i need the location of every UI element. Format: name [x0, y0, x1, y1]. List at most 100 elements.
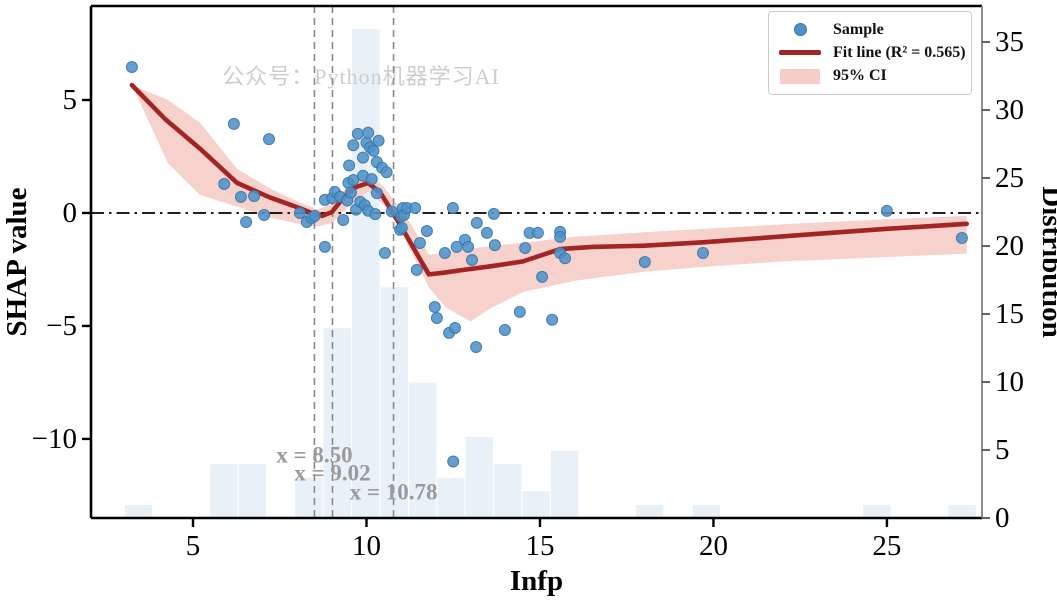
histogram-bar — [464, 435, 494, 519]
scatter-point — [559, 252, 571, 265]
histogram-bar — [237, 463, 268, 519]
scatter-point — [446, 202, 459, 214]
histogram-bar — [436, 476, 466, 519]
y-axis-title-left: SHAP value — [1, 187, 33, 336]
histogram-bar — [947, 503, 977, 519]
scatter-point — [263, 133, 275, 146]
scatter-point — [337, 214, 350, 226]
scatter-point — [470, 216, 483, 229]
x-tick-label: 5 — [186, 530, 201, 562]
scatter-layer — [125, 61, 968, 468]
scatter-point — [488, 239, 501, 252]
legend-item-fit-line: Fit line (R² = 0.565) — [777, 41, 966, 64]
histogram-bar — [209, 463, 239, 519]
sample-dot-icon — [777, 23, 823, 37]
y-tick-right-label: 30 — [995, 94, 1024, 126]
scatter-point — [462, 240, 475, 253]
histogram-bar — [691, 503, 722, 519]
scatter-point — [344, 186, 357, 199]
y-tick-right-label: 25 — [995, 162, 1024, 194]
scatter-point — [498, 324, 511, 336]
scatter-point — [308, 209, 321, 222]
histogram-bar — [634, 503, 665, 519]
scatter-point — [487, 207, 500, 220]
scatter-point — [369, 208, 382, 221]
scatter-point — [367, 144, 380, 157]
scatter-point — [519, 242, 532, 254]
scatter-point — [554, 230, 567, 243]
scatter-point — [880, 204, 893, 217]
y-tick-right-label: 35 — [995, 26, 1024, 58]
y-tick-right-label: 20 — [995, 230, 1024, 262]
scatter-point — [362, 126, 375, 139]
legend-ci-label: 95% CI — [833, 67, 887, 85]
histogram-bar — [123, 503, 154, 519]
scatter-point — [531, 226, 544, 239]
legend-sample-label: Sample — [833, 20, 884, 38]
scatter-point — [697, 247, 709, 259]
scatter-point — [351, 127, 364, 140]
scatter-point — [365, 173, 378, 186]
y-tick-right-label: 0 — [995, 502, 1010, 534]
legend-item-ci: 95% CI — [777, 65, 963, 88]
y-tick-right-label: 5 — [995, 434, 1010, 466]
scatter-point — [227, 117, 240, 130]
scatter-point — [378, 247, 391, 259]
scatter-point — [248, 190, 261, 202]
scatter-point — [536, 270, 549, 283]
histogram-bar — [408, 381, 438, 519]
scatter-point — [380, 166, 393, 179]
scatter-point — [480, 226, 493, 239]
x-tick-label: 10 — [352, 530, 381, 562]
y-axis-title-right: Distribution — [1036, 186, 1057, 337]
histogram-bar — [322, 327, 353, 519]
y-tick-right-label: 10 — [995, 366, 1024, 398]
scatter-point — [343, 159, 356, 172]
histogram-bar — [549, 449, 580, 519]
fit-line-icon — [777, 50, 823, 56]
y-tick-left-label: −5 — [46, 310, 77, 342]
scatter-point — [638, 256, 651, 268]
scatter-point — [240, 216, 253, 228]
scatter-point — [218, 178, 231, 190]
scatter-point — [318, 240, 331, 253]
histogram-bar — [351, 27, 381, 519]
scatter-point — [420, 225, 433, 237]
histogram-bar — [521, 490, 551, 519]
x-axis-title: Infp — [510, 565, 563, 597]
y-tick-left-label: 0 — [63, 197, 78, 229]
scatter-point — [438, 247, 451, 259]
scatter-point — [410, 263, 423, 276]
x-tick-label: 20 — [699, 530, 728, 562]
scatter-point — [347, 139, 360, 152]
scatter-point — [955, 232, 968, 244]
scatter-point — [447, 455, 460, 468]
scatter-point — [395, 221, 408, 234]
histogram-bar — [294, 476, 324, 519]
scatter-point — [370, 187, 383, 200]
scatter-point — [546, 313, 559, 326]
ci-patch-icon — [777, 68, 823, 84]
scatter-point — [466, 254, 478, 266]
watermark: 公众号：Python机器学习AI — [222, 64, 500, 89]
scatter-point — [357, 151, 369, 164]
scatter-point — [293, 207, 306, 219]
scatter-point — [385, 205, 398, 218]
scatter-point — [428, 301, 441, 313]
histogram-bar — [862, 503, 892, 519]
histogram-bar — [493, 463, 523, 519]
scatter-point — [413, 237, 426, 249]
scatter-point — [125, 61, 138, 73]
threshold-label: x = 10.78 — [350, 480, 438, 505]
confidence-band — [131, 85, 967, 322]
scatter-point — [513, 305, 526, 318]
scatter-point — [258, 209, 271, 221]
scatter-point — [234, 190, 247, 203]
legend-item-sample: Sample — [777, 18, 963, 41]
threshold-label: x = 8.50 — [276, 442, 352, 467]
y-tick-left-label: −10 — [32, 423, 77, 455]
scatter-point — [430, 312, 443, 324]
scatter-point — [409, 202, 422, 214]
